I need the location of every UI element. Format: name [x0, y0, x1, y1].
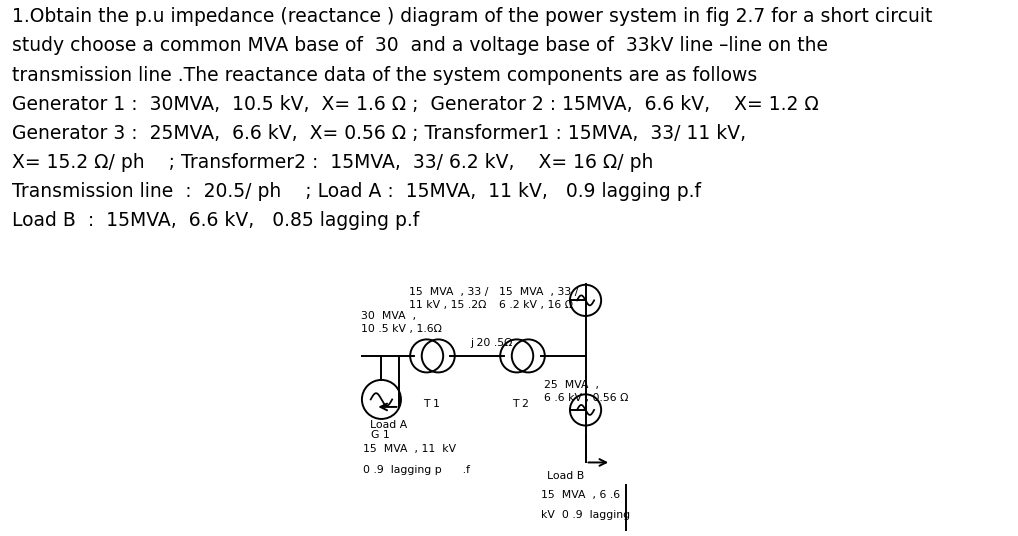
- Text: Load A: Load A: [371, 420, 407, 430]
- Text: 15  MVA  , 33 /
6 .2 kV , 16 Ω: 15 MVA , 33 / 6 .2 kV , 16 Ω: [500, 287, 579, 310]
- Text: transmission line .The reactance data of the system components are as follows: transmission line .The reactance data of…: [12, 65, 757, 85]
- Text: 25  MVA  ,
6 .6 kV , 0.56 Ω: 25 MVA , 6 .6 kV , 0.56 Ω: [544, 380, 628, 403]
- Text: 15  MVA  , 33 /
11 kV , 15 .2Ω: 15 MVA , 33 / 11 kV , 15 .2Ω: [409, 287, 489, 310]
- Text: study choose a common MVA base of  30  and a voltage base of  33kV line –line on: study choose a common MVA base of 30 and…: [12, 36, 829, 56]
- Text: 15  MVA  , 11  kV: 15 MVA , 11 kV: [363, 444, 456, 454]
- Text: Load B  :  15MVA,  6.6 kV,   0.85 lagging p.f: Load B : 15MVA, 6.6 kV, 0.85 lagging p.f: [12, 211, 419, 230]
- Text: X= 15.2 Ω/ ph    ; Transformer2 :  15MVA,  33/ 6.2 kV,    X= 16 Ω/ ph: X= 15.2 Ω/ ph ; Transformer2 : 15MVA, 33…: [12, 153, 654, 172]
- Text: 15  MVA  , 6 .6: 15 MVA , 6 .6: [542, 490, 621, 501]
- Text: 0 .9  lagging p      .f: 0 .9 lagging p .f: [363, 465, 470, 475]
- Text: Generator 1 :  30MVA,  10.5 kV,  X= 1.6 Ω ;  Generator 2 : 15MVA,  6.6 kV,    X=: Generator 1 : 30MVA, 10.5 kV, X= 1.6 Ω ;…: [12, 95, 818, 114]
- Text: 30  MVA  ,
10 .5 kV , 1.6Ω: 30 MVA , 10 .5 kV , 1.6Ω: [361, 311, 442, 334]
- Text: j 20 .5Ω: j 20 .5Ω: [470, 338, 512, 348]
- Text: T 2: T 2: [512, 399, 529, 409]
- Text: G 1: G 1: [371, 430, 390, 441]
- Text: kV  0 .9  lagging: kV 0 .9 lagging: [542, 510, 630, 520]
- Text: Load B: Load B: [547, 471, 583, 481]
- Text: Transmission line  :  20.5/ ph    ; Load A :  15MVA,  11 kV,   0.9 lagging p.f: Transmission line : 20.5/ ph ; Load A : …: [12, 182, 701, 201]
- Text: Generator 3 :  25MVA,  6.6 kV,  X= 0.56 Ω ; Transformer1 : 15MVA,  33/ 11 kV,: Generator 3 : 25MVA, 6.6 kV, X= 0.56 Ω ;…: [12, 124, 746, 143]
- Text: 1.Obtain the p.u impedance (reactance ) diagram of the power system in fig 2.7 f: 1.Obtain the p.u impedance (reactance ) …: [12, 8, 932, 26]
- Text: T 1: T 1: [423, 399, 441, 409]
